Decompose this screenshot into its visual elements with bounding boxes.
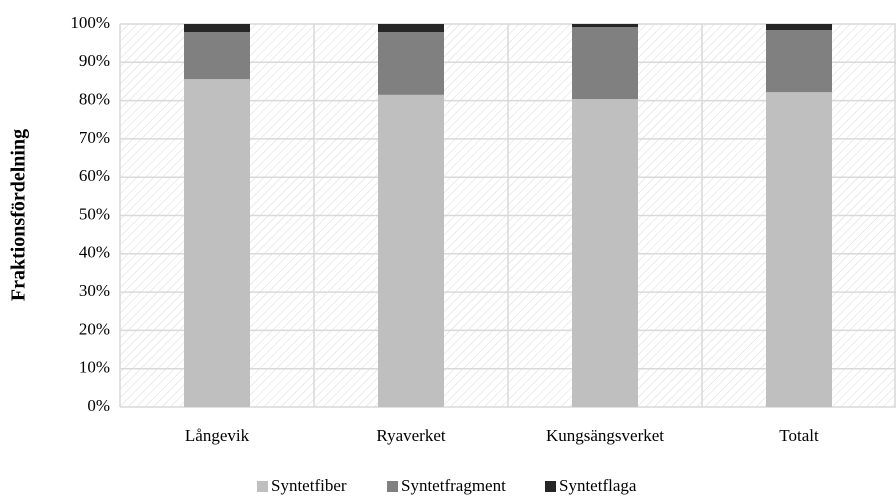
bar-segment: [572, 27, 638, 100]
bar-segment: [184, 32, 250, 80]
y-axis-label: Fraktionsfördelning: [8, 129, 30, 301]
bar-segment: [378, 24, 444, 33]
y-tick-label: 100%: [70, 13, 110, 32]
bar-segment: [766, 24, 832, 31]
y-tick-label: 40%: [79, 243, 110, 262]
bar-segment: [378, 94, 444, 407]
legend-label: Syntetfiber: [271, 476, 347, 495]
y-tick-label: 90%: [79, 51, 110, 70]
bar-segment: [572, 24, 638, 28]
y-tick-label: 50%: [79, 204, 110, 223]
y-tick-label: 80%: [79, 90, 110, 109]
bar-segment: [184, 79, 250, 407]
y-tick-label: 20%: [79, 319, 110, 338]
legend-swatch: [257, 481, 268, 492]
legend-swatch: [387, 481, 398, 492]
bar-segment: [378, 32, 444, 95]
y-tick-label: 70%: [79, 128, 110, 147]
y-tick-label: 30%: [79, 281, 110, 300]
x-tick-label: Långevik: [185, 426, 250, 445]
legend-label: Syntetfragment: [401, 476, 506, 495]
bar-segment: [766, 30, 832, 93]
x-tick-label: Totalt: [779, 426, 819, 445]
bar-segment: [572, 99, 638, 408]
y-tick-label: 10%: [79, 358, 110, 377]
y-tick-label: 60%: [79, 166, 110, 185]
legend-swatch: [545, 481, 556, 492]
bar-segment: [766, 92, 832, 407]
legend-label: Syntetflaga: [559, 476, 637, 495]
x-tick-label: Kungsängsverket: [546, 426, 664, 445]
y-tick-label: 0%: [87, 396, 110, 415]
bar-segment: [184, 24, 250, 33]
x-tick-label: Ryaverket: [376, 426, 445, 445]
